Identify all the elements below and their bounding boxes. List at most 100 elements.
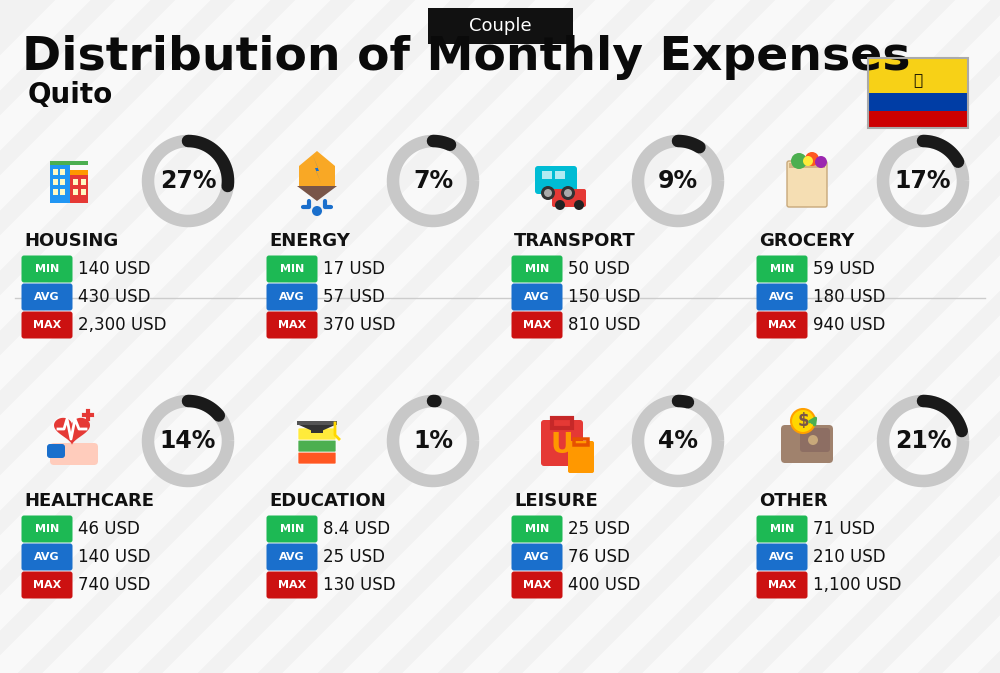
Text: AVG: AVG	[524, 292, 550, 302]
Bar	[311, 425, 323, 433]
Text: GROCERY: GROCERY	[759, 232, 854, 250]
Text: 7%: 7%	[413, 169, 453, 193]
Bar	[789, 163, 825, 168]
Text: 71 USD: 71 USD	[813, 520, 875, 538]
Text: 9%: 9%	[658, 169, 698, 193]
FancyBboxPatch shape	[512, 571, 562, 598]
FancyBboxPatch shape	[541, 420, 583, 466]
Text: MAX: MAX	[523, 320, 551, 330]
Bar	[70, 175, 88, 203]
Text: MIN: MIN	[525, 524, 549, 534]
FancyBboxPatch shape	[512, 516, 562, 542]
Text: 76 USD: 76 USD	[568, 548, 630, 566]
Text: 400 USD: 400 USD	[568, 576, 640, 594]
Text: 1,100 USD: 1,100 USD	[813, 576, 902, 594]
FancyBboxPatch shape	[22, 544, 72, 571]
Bar	[73, 179, 78, 185]
Text: ENERGY: ENERGY	[269, 232, 350, 250]
FancyBboxPatch shape	[50, 443, 98, 465]
Bar	[555, 171, 565, 179]
FancyBboxPatch shape	[512, 312, 562, 339]
Polygon shape	[299, 425, 335, 433]
Bar	[868, 93, 968, 110]
Text: MIN: MIN	[280, 524, 304, 534]
FancyBboxPatch shape	[568, 441, 594, 473]
FancyBboxPatch shape	[266, 516, 318, 542]
Text: 25 USD: 25 USD	[323, 548, 385, 566]
Polygon shape	[313, 156, 321, 183]
Text: EDUCATION: EDUCATION	[269, 492, 386, 510]
Bar	[73, 189, 78, 195]
Text: 130 USD: 130 USD	[323, 576, 396, 594]
Text: MAX: MAX	[768, 580, 796, 590]
Text: AVG: AVG	[769, 552, 795, 562]
Text: MAX: MAX	[33, 320, 61, 330]
Text: 25 USD: 25 USD	[568, 520, 630, 538]
Circle shape	[808, 435, 818, 445]
Text: AVG: AVG	[34, 292, 60, 302]
Text: TRANSPORT: TRANSPORT	[514, 232, 636, 250]
Text: 4%: 4%	[658, 429, 698, 453]
FancyBboxPatch shape	[757, 256, 808, 283]
Text: 46 USD: 46 USD	[78, 520, 140, 538]
Circle shape	[805, 152, 819, 166]
Text: MAX: MAX	[278, 580, 306, 590]
Bar	[542, 171, 552, 179]
Text: MIN: MIN	[35, 264, 59, 274]
Bar	[70, 170, 88, 175]
Text: 810 USD: 810 USD	[568, 316, 640, 334]
Bar	[297, 421, 337, 425]
Text: MAX: MAX	[523, 580, 551, 590]
Text: OTHER: OTHER	[759, 492, 828, 510]
Circle shape	[791, 153, 807, 169]
Text: 940 USD: 940 USD	[813, 316, 885, 334]
Bar	[60, 189, 65, 195]
FancyBboxPatch shape	[552, 189, 586, 207]
Bar	[60, 169, 65, 175]
Text: 🦅: 🦅	[913, 73, 923, 88]
Text: MIN: MIN	[770, 524, 794, 534]
Text: HOUSING: HOUSING	[24, 232, 118, 250]
FancyBboxPatch shape	[757, 312, 808, 339]
FancyBboxPatch shape	[266, 571, 318, 598]
FancyBboxPatch shape	[266, 256, 318, 283]
Circle shape	[791, 409, 815, 433]
Bar	[868, 110, 968, 128]
Text: 430 USD: 430 USD	[78, 288, 150, 306]
Text: MIN: MIN	[770, 264, 794, 274]
Text: 150 USD: 150 USD	[568, 288, 640, 306]
FancyBboxPatch shape	[298, 428, 336, 440]
FancyBboxPatch shape	[535, 166, 577, 194]
Circle shape	[803, 156, 813, 166]
Circle shape	[541, 186, 555, 200]
FancyBboxPatch shape	[757, 571, 808, 598]
FancyBboxPatch shape	[266, 312, 318, 339]
FancyBboxPatch shape	[757, 516, 808, 542]
Text: 180 USD: 180 USD	[813, 288, 886, 306]
Text: 140 USD: 140 USD	[78, 548, 150, 566]
Text: MIN: MIN	[525, 264, 549, 274]
Text: Quito: Quito	[28, 81, 113, 109]
Polygon shape	[54, 418, 90, 445]
Text: MAX: MAX	[768, 320, 796, 330]
FancyBboxPatch shape	[22, 571, 72, 598]
Text: AVG: AVG	[279, 552, 305, 562]
FancyBboxPatch shape	[800, 428, 830, 452]
Circle shape	[561, 186, 575, 200]
Circle shape	[564, 189, 572, 197]
Polygon shape	[297, 186, 337, 201]
Text: 1%: 1%	[413, 429, 453, 453]
FancyBboxPatch shape	[266, 544, 318, 571]
Bar	[81, 179, 86, 185]
FancyBboxPatch shape	[781, 425, 833, 463]
FancyBboxPatch shape	[298, 452, 336, 464]
Text: HEALTHCARE: HEALTHCARE	[24, 492, 154, 510]
Text: 17%: 17%	[895, 169, 951, 193]
Bar	[50, 161, 88, 165]
Bar	[53, 189, 58, 195]
Circle shape	[574, 200, 584, 210]
Circle shape	[312, 206, 322, 216]
FancyBboxPatch shape	[757, 544, 808, 571]
Text: 2,300 USD: 2,300 USD	[78, 316, 166, 334]
Bar	[868, 58, 968, 128]
